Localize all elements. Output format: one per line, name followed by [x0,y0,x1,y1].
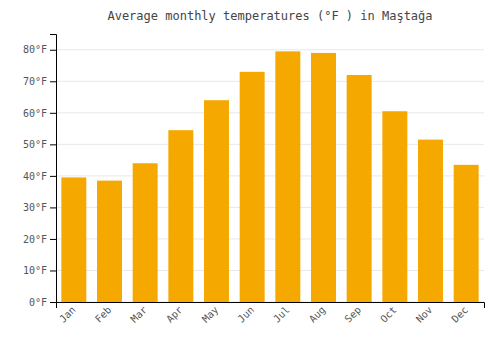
y-tick-label: 70°F [23,76,47,87]
y-tick: 20°F [23,234,56,245]
bar [347,75,372,302]
x-tick: Jul [271,304,292,325]
x-tick-label: Nov [414,304,435,325]
y-tick: 60°F [23,108,56,119]
y-tick: 30°F [23,202,56,213]
bar [311,53,336,302]
y-tick-mark [50,113,56,114]
title: Average monthly temperatures (°F ) in Ma… [107,9,432,23]
x-tick: Dec [450,304,471,325]
y-tick: 50°F [23,139,56,150]
x-tick-label: Dec [450,304,471,325]
x-tick: May [200,304,221,325]
y-tick-label: 40°F [23,171,47,182]
y-tick-label: 50°F [23,139,47,150]
x-tick-label: Mar [129,304,150,325]
x-tick: Feb [93,304,114,325]
y-tick: 0°F [29,297,56,308]
x-tick: Jan [57,304,78,325]
y-tick-mark [50,270,56,271]
x-tick: Sep [343,304,364,325]
grid-line [56,112,484,113]
bar [240,72,265,302]
y-tick: 10°F [23,265,56,276]
x-tick-label: Aug [307,304,328,325]
x-tick-label: Jan [57,304,78,325]
plot: 0°F 10°F 20°F 30°F 40°F 50°F 60°F 70°F 80°F Jan Fe… [23,35,485,325]
bar [97,181,122,302]
bars [61,51,478,302]
x-axis: Jan Feb Mar Apr May Jun Jul Aug Sep Oct Nov Dec [57,303,485,325]
y-tick-label: 20°F [23,234,47,245]
y-tick-label: 60°F [23,108,47,119]
x-axis-line [57,303,485,309]
grid-line [56,49,484,50]
x-tick-label: Apr [164,304,185,325]
x-tick: Oct [378,304,399,325]
y-tick: 40°F [23,171,56,182]
chart: 0°F 10°F 20°F 30°F 40°F 50°F 60°F 70°F 80°F Jan Fe… [0,0,500,350]
bar [133,163,158,302]
bar [275,51,300,302]
x-tick: Aug [307,304,328,325]
bar [61,177,86,302]
y-tick: 80°F [23,44,56,55]
y-tick-mark [50,144,56,145]
y-tick-mark [50,81,56,82]
y-tick-label: 80°F [23,44,47,55]
y-tick-label: 10°F [23,265,47,276]
bar [382,111,407,302]
y-tick-mark [50,302,56,303]
x-tick-label: Sep [343,304,364,325]
grid [56,50,484,302]
y-axis-line [50,35,57,303]
y-tick-label: 30°F [23,202,47,213]
x-tick-label: May [200,304,221,325]
x-tick: Nov [414,304,435,325]
y-tick-label: 0°F [29,297,47,308]
y-tick-mark [50,176,56,177]
y-tick: 70°F [23,76,56,87]
x-tick-label: Oct [378,304,399,325]
y-tick-mark [50,207,56,208]
x-tick: Jun [236,304,257,325]
bar [204,100,229,302]
x-tick: Apr [164,304,185,325]
y-tick-mark [50,50,56,51]
y-tick-mark [50,239,56,240]
bar [168,130,193,302]
y-axis: 0°F 10°F 20°F 30°F 40°F 50°F 60°F 70°F 80°F [23,35,57,308]
bar [454,165,479,302]
x-tick-label: Jul [271,304,292,325]
x-tick-label: Jun [236,304,257,325]
bar [418,140,443,302]
grid-line [56,81,484,82]
x-tick: Mar [129,304,150,325]
x-tick-label: Feb [93,304,114,325]
